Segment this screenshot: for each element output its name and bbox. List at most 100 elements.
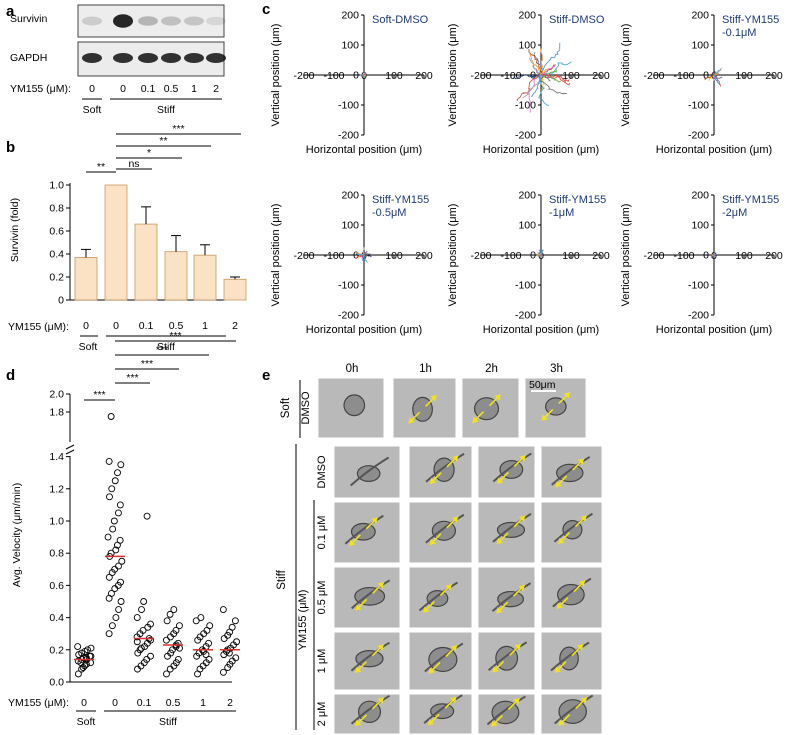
velocity-y-tick-label: 0.8 (49, 548, 64, 560)
velocity-point (206, 622, 214, 630)
trajectory-y-tick-label: -200 (515, 130, 536, 142)
gapdh-band (184, 53, 204, 63)
bar-y-tick-label: 1.0 (49, 180, 64, 192)
arrow-head (541, 414, 548, 421)
trajectory-x-tick-label: 200 (592, 250, 610, 262)
trajectory-plots: -200 -100 0 100 200 200 100 -100 -200 0 Horizontal… (270, 10, 783, 337)
trajectory-x-tick-label: -200 (470, 250, 491, 262)
bar-y-tick-label: 0.4 (49, 249, 64, 261)
arrow-head (563, 392, 570, 399)
velocity-point (166, 665, 174, 673)
trajectory-title: Soft-DMSO (372, 14, 429, 26)
trajectory-y-axis-label: Vertical position (μm) (270, 204, 282, 307)
velocity-point (118, 557, 126, 565)
velocity-point (162, 636, 170, 644)
survivin-band (113, 14, 133, 28)
trajectory-y-tick-label: -100 (515, 100, 536, 112)
cell-body (354, 586, 386, 606)
velocity-point (117, 578, 124, 586)
axis-break (65, 449, 75, 455)
velocity-point (138, 606, 145, 613)
arrow-head (472, 416, 479, 423)
timelapse-row-label: DMSO (316, 455, 328, 488)
trajectory-x-tick-label: 100 (562, 250, 580, 262)
significance-label: * (147, 147, 151, 159)
trajectory-y-axis-label: Vertical position (μm) (620, 204, 632, 307)
cell-protrusion (423, 694, 463, 724)
arrow-head (518, 585, 525, 592)
trajectory-track (540, 73, 571, 86)
significance-label: *** (126, 372, 138, 384)
velocity-point (87, 644, 95, 652)
velocity-y-axis-label: Avg. Velocity (μm/min) (11, 483, 23, 587)
velocity-y-tick-label: 0.2 (49, 644, 64, 656)
velocity-point (233, 638, 240, 646)
trajectory-y-tick-label: 0 (530, 250, 536, 262)
velocity-y-tick-label: 1.4 (49, 451, 64, 463)
trajectory-x-tick-label: -100 (500, 70, 521, 82)
bar-y-tick-label: 0.8 (49, 203, 64, 215)
gapdh-band (82, 53, 102, 63)
trajectory-y-tick-label: -200 (338, 130, 359, 142)
trajectory-plot: -200 -100 0 100 200200100-100-2000Horizontal… (447, 190, 610, 337)
cell-protrusion (551, 456, 591, 486)
trajectory-y-tick-label: 200 (518, 190, 536, 202)
significance-label: *** (141, 358, 153, 370)
trajectory-y-axis-label: Vertical position (μm) (620, 24, 632, 127)
cell-protrusion (552, 577, 592, 608)
panel-label-d: d (6, 367, 15, 384)
arrow-head (428, 719, 435, 726)
timepoint-label: 2h (485, 363, 498, 375)
velocity-x-prefix: YM155 (μM): (8, 697, 69, 709)
cell-protrusion (350, 641, 390, 672)
gapdh-band (138, 53, 158, 63)
arrow-head (492, 666, 499, 673)
cell-body (555, 463, 584, 483)
velocity-point (170, 606, 178, 613)
velocity-point (205, 639, 213, 647)
trajectory-y-tick-label: 200 (691, 10, 709, 22)
trajectory-y-tick-label: -200 (688, 310, 709, 322)
arrow-head (580, 515, 587, 522)
velocity-point (232, 654, 240, 662)
trajectory-y-tick-label: 100 (341, 220, 359, 232)
cell-body (556, 583, 585, 606)
trajectory-y-tick-label: -200 (338, 310, 359, 322)
cell-body (545, 397, 567, 416)
velocity-point (111, 477, 119, 485)
trajectory-track (540, 61, 572, 76)
velocity-point (147, 620, 154, 628)
gapdh-band (113, 53, 133, 63)
cell-body (431, 520, 457, 541)
trajectory-x-axis-label: Horizontal position (μm) (483, 324, 599, 336)
velocity-point (114, 469, 121, 477)
trajectory-plot: -200 -100 0 100 200200100-100-2000Horizontal… (270, 190, 433, 337)
velocity-point (105, 573, 113, 581)
arrow-head (450, 697, 457, 704)
trajectory-x-tick-label: 100 (735, 70, 753, 82)
bar-category-label: 1 (202, 320, 208, 332)
velocity-y-tick-label: 1.2 (49, 483, 64, 495)
velocity-point (104, 533, 112, 541)
arrow-head (445, 584, 452, 591)
cell-protrusion (350, 694, 391, 725)
trajectory-x-tick-label: 200 (592, 70, 610, 82)
cell-protrusion (486, 695, 526, 726)
cell-protrusion (344, 514, 384, 545)
trajectory-track (355, 254, 365, 259)
bar (134, 223, 158, 301)
timelapse-stiff-label: Stiff (276, 569, 288, 589)
velocity-point (175, 622, 183, 630)
trajectory-track (540, 74, 570, 83)
bar-category-label: 2 (232, 320, 238, 332)
trajectory-x-tick-label: 200 (765, 70, 783, 82)
trajectory-plot: -200 -100 0 100 200200100-100-2000Horizontal… (270, 10, 433, 157)
velocity-point (174, 656, 182, 663)
arrow-head (513, 698, 520, 705)
trajectory-track (541, 74, 561, 83)
arrow-head (377, 582, 384, 589)
trajectory-x-axis-label: Horizontal position (μm) (483, 144, 599, 156)
trajectory-y-tick-label: 100 (518, 40, 536, 52)
trajectory-x-tick-label: -100 (673, 250, 694, 262)
arrow-head (494, 394, 501, 401)
